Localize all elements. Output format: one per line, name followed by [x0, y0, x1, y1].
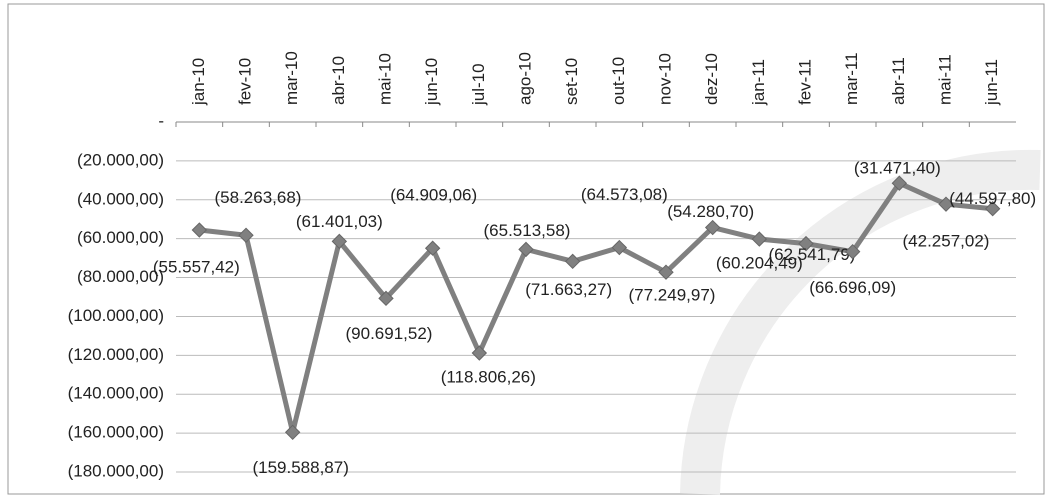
data-point — [798, 235, 814, 252]
data-point — [518, 241, 534, 258]
y-tick-label: (180.000,00) — [68, 461, 164, 480]
data-point — [471, 345, 488, 361]
data-label: (42.257,02) — [903, 232, 990, 251]
y-tick-label: (80.000,00) — [77, 267, 164, 286]
y-tick-label: (120.000,00) — [68, 345, 164, 364]
data-point — [704, 219, 721, 236]
data-point — [238, 227, 254, 243]
x-tick-label: jan-11 — [749, 59, 768, 106]
x-tick-label: jan-10 — [189, 58, 208, 106]
data-label: (118.806,26) — [441, 367, 536, 386]
x-tick-label: jun-10 — [422, 58, 441, 106]
data-point — [611, 239, 628, 256]
data-label: (71.663,27) — [525, 280, 612, 299]
series-line — [199, 180, 993, 435]
x-tick-label: dez-10 — [702, 53, 721, 105]
data-label: (62.541,79) — [769, 245, 856, 264]
data-point — [891, 175, 908, 191]
data-point — [331, 233, 348, 250]
data-point — [424, 240, 441, 256]
data-point — [938, 196, 954, 212]
y-tick-label: (140.000,00) — [68, 384, 164, 403]
data-point — [751, 231, 768, 247]
y-tick-label: (20.000,00) — [77, 150, 164, 169]
data-point — [284, 424, 301, 441]
data-label: (66.696,09) — [809, 278, 896, 297]
x-tick-label: out-10 — [609, 57, 628, 105]
data-label: (65.513,58) — [484, 221, 571, 240]
x-tick-label: jul-10 — [469, 63, 488, 106]
x-tick-label: abr-11 — [889, 57, 908, 105]
x-tick-label: mai-11 — [935, 54, 954, 105]
y-tick-label: (60.000,00) — [77, 228, 164, 247]
data-point — [844, 243, 861, 260]
data-label: (58.263,68) — [215, 188, 302, 207]
data-point — [564, 253, 581, 270]
data-point — [191, 222, 208, 238]
x-tick-label: jun-11 — [982, 59, 1001, 106]
data-label: (54.280,70) — [667, 202, 754, 221]
x-tick-label: mar-10 — [282, 51, 301, 105]
y-tick-label: (40.000,00) — [77, 189, 164, 208]
data-label: (61.401,03) — [296, 212, 383, 231]
data-point — [658, 264, 674, 280]
data-label: (64.573,08) — [581, 185, 668, 204]
x-tick-label: fev-11 — [795, 59, 814, 105]
data-label: (64.909,06) — [390, 186, 477, 205]
watermark — [680, 149, 1041, 495]
y-tick-label: (160.000,00) — [68, 423, 164, 442]
x-tick-label: fev-10 — [235, 58, 254, 105]
data-label: (60.204,49) — [716, 254, 803, 273]
data-label: (31.471,40) — [854, 159, 941, 178]
x-tick-label: set-10 — [562, 58, 581, 105]
data-label: (55.557,42) — [153, 258, 240, 277]
y-tick-label: (100.000,00) — [68, 306, 164, 325]
data-label: (90.691,52) — [346, 324, 433, 343]
data-point — [984, 201, 1001, 217]
x-tick-label: ago-10 — [515, 52, 534, 105]
data-label: (44.597,80) — [949, 189, 1036, 208]
data-label: (159.588,87) — [252, 458, 348, 477]
x-tick-label: mai-10 — [375, 53, 394, 105]
x-tick-label: nov-10 — [655, 53, 674, 105]
data-label: (77.249,97) — [629, 286, 716, 305]
data-point — [378, 290, 394, 307]
y-tick-label: - — [158, 111, 164, 130]
x-tick-label: mar-11 — [842, 52, 861, 105]
chart-frame — [7, 3, 1045, 495]
x-tick-label: abr-10 — [329, 56, 348, 105]
